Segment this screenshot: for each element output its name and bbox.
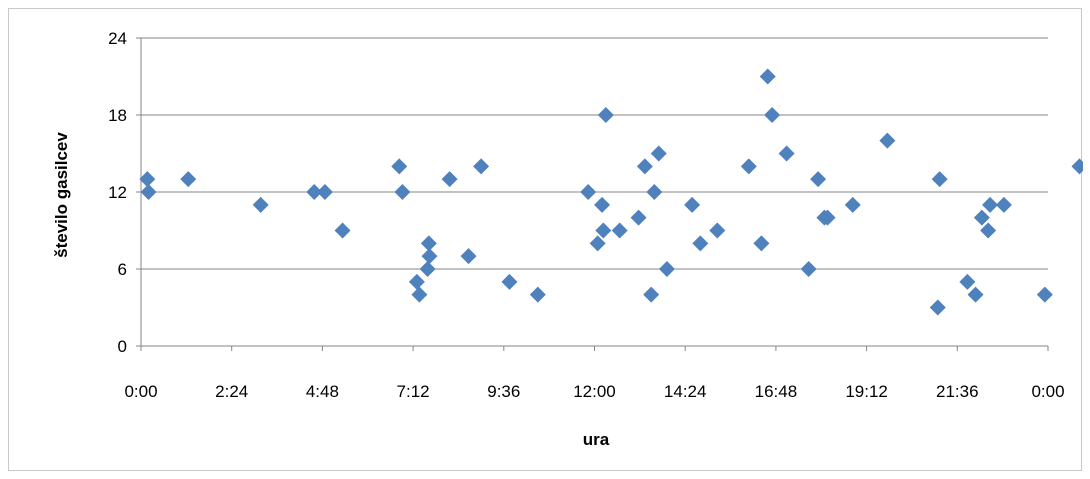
data-point [636, 158, 653, 175]
data-point [684, 196, 701, 213]
y-tick-label: 6 [118, 260, 127, 279]
data-point [1071, 158, 1083, 175]
data-point [709, 222, 726, 239]
data-point [441, 171, 458, 188]
data-point [759, 68, 776, 85]
data-point [529, 286, 546, 303]
data-point [959, 273, 976, 290]
data-point [650, 145, 667, 162]
data-point [306, 184, 323, 200]
data-point [421, 248, 438, 265]
data-point [473, 158, 490, 175]
data-point [139, 171, 156, 188]
data-point [778, 145, 795, 162]
data-point [252, 196, 269, 213]
x-tick-label: 0:00 [124, 382, 157, 401]
data-point [334, 222, 351, 239]
x-tick-label: 9:36 [487, 382, 520, 401]
data-point [408, 273, 425, 290]
scatter-chart: 0 6 12 18 24 0:00 2:24 4:48 7:12 9:36 12:00 14:24 1… [52, 29, 1083, 449]
data-point [419, 261, 436, 277]
data-point [982, 196, 999, 213]
x-tick-label: 21:36 [936, 382, 979, 401]
data-point [630, 209, 647, 226]
data-point [692, 235, 709, 252]
y-axis-title: število gasilcev [52, 132, 71, 258]
data-point [594, 196, 611, 213]
data-point [180, 171, 197, 188]
x-tick-label: 4:48 [306, 382, 339, 401]
data-point [931, 171, 948, 188]
data-point [1036, 286, 1053, 303]
data-point [589, 235, 606, 252]
x-tick-label: 0:00 [1031, 382, 1064, 401]
x-tick-label: 14:24 [664, 382, 707, 401]
data-point [658, 261, 675, 277]
data-point [646, 184, 663, 200]
data-point [420, 235, 437, 252]
y-tick-label: 12 [108, 183, 127, 202]
data-point [929, 299, 946, 316]
x-tick-label: 16:48 [755, 382, 798, 401]
chart-area: 0 6 12 18 24 0:00 2:24 4:48 7:12 9:36 12:00 14:24 1… [8, 8, 1083, 471]
data-point [611, 222, 628, 239]
x-tick-label: 12:00 [573, 382, 616, 401]
data-point [411, 286, 428, 303]
data-point [597, 107, 614, 123]
data-point [391, 158, 408, 175]
data-point [879, 132, 896, 149]
data-point [995, 196, 1012, 213]
data-point [819, 209, 836, 226]
data-point [580, 184, 597, 200]
x-axis-title: ura [583, 430, 610, 449]
y-tick-label: 18 [108, 106, 127, 125]
data-point [140, 184, 157, 200]
data-point [501, 273, 518, 290]
data-point [316, 184, 333, 200]
y-tick-label: 24 [108, 29, 127, 48]
data-point [980, 222, 997, 239]
data-point [764, 107, 781, 123]
data-point [844, 196, 861, 213]
data-point [643, 286, 660, 303]
x-tick-label: 19:12 [845, 382, 888, 401]
x-tick-label: 2:24 [215, 382, 248, 401]
data-point [810, 171, 827, 188]
data-point [595, 222, 612, 239]
data-point [967, 286, 984, 303]
x-tick-label: 7:12 [397, 382, 430, 401]
data-point [394, 184, 411, 200]
data-point [800, 261, 817, 277]
data-point [740, 158, 757, 175]
data-point [753, 235, 770, 252]
y-tick-label: 0 [118, 337, 127, 356]
data-point [973, 209, 990, 226]
data-point [460, 248, 477, 265]
